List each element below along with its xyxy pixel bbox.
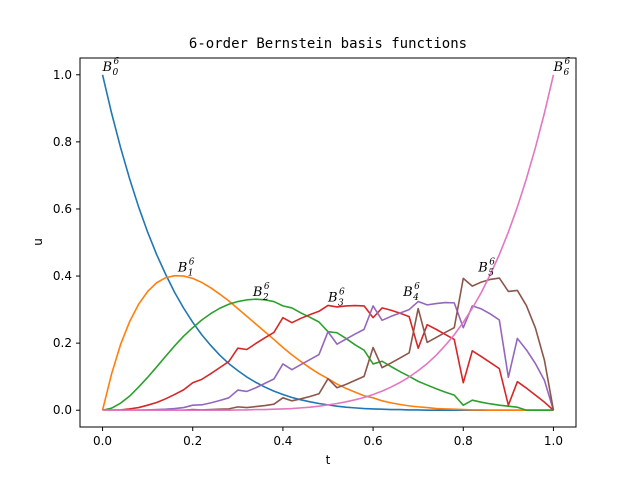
curve-label-superscript: 6 (564, 57, 570, 67)
y-axis-label: u (31, 238, 45, 246)
x-tick-label: 0.2 (183, 434, 202, 448)
curve-label-subscript: 3 (338, 298, 344, 308)
curve-label-subscript: 1 (188, 268, 194, 278)
curve-label-b1: B 16 (177, 257, 195, 278)
y-tick-label: 0.8 (53, 135, 72, 149)
y-tick-label: 0.0 (53, 403, 72, 417)
y-tick-label: 0.6 (53, 202, 72, 216)
series-line-b6 (102, 74, 555, 412)
y-tick-label: 0.2 (53, 336, 72, 350)
curve-label-b6: B 66 (552, 57, 570, 78)
curve-label-superscript: 6 (339, 287, 345, 297)
curve-label-subscript: 4 (412, 293, 419, 303)
series-line-b4 (102, 300, 555, 412)
curve-labels: B 06B 16B 26B 36 B 46B 56B 66 (102, 57, 571, 309)
plot-curves (101, 74, 555, 412)
curve-label-subscript: 6 (563, 68, 569, 78)
x-axis: 0.0 0.2 0.4 0.6 0.8 1.0 (93, 427, 563, 448)
curve-label-b2: B 26 (252, 282, 270, 303)
curve-label-subscript: 5 (488, 268, 494, 278)
curve-label-base: B (102, 60, 113, 75)
plot-frame (79, 57, 577, 428)
curve-label-superscript: 6 (264, 282, 270, 292)
curve-label-b3: B 36 (327, 287, 345, 308)
curve-label-b5: B 56 (477, 257, 495, 278)
curve-label-base: B (177, 260, 188, 275)
y-tick-label: 1.0 (53, 68, 72, 82)
curve-label-base: B (477, 260, 488, 275)
curve-label-superscript: 6 (114, 57, 120, 67)
curve-label-subscript: 2 (262, 293, 269, 303)
curve-label-base: B (552, 60, 563, 75)
y-tick-label: 0.4 (53, 269, 72, 283)
x-tick-label: 0.6 (364, 434, 383, 448)
curve-label-superscript: 6 (489, 257, 495, 267)
x-tick-label: 0.4 (273, 434, 292, 448)
curve-label-b4: B 46 (402, 282, 420, 303)
curve-label-base: B (327, 290, 338, 305)
x-axis-label: t (326, 453, 331, 467)
x-tick-label: 0.8 (454, 434, 473, 448)
curve-label-superscript: 6 (189, 257, 195, 267)
curve-label-b0: B 06 (102, 57, 120, 78)
curve-label-superscript: 6 (414, 282, 420, 292)
chart-title: 6-order Bernstein basis functions (189, 36, 467, 52)
y-axis: 0.0 0.2 0.4 0.6 0.8 1.0 (53, 68, 80, 417)
x-tick-label: 1.0 (544, 434, 563, 448)
curve-label-base: B (252, 285, 263, 300)
curve-label-subscript: 0 (113, 68, 119, 78)
series-line-b3 (102, 304, 554, 412)
curve-label-base: B (402, 285, 413, 300)
x-tick-label: 0.0 (93, 434, 112, 448)
